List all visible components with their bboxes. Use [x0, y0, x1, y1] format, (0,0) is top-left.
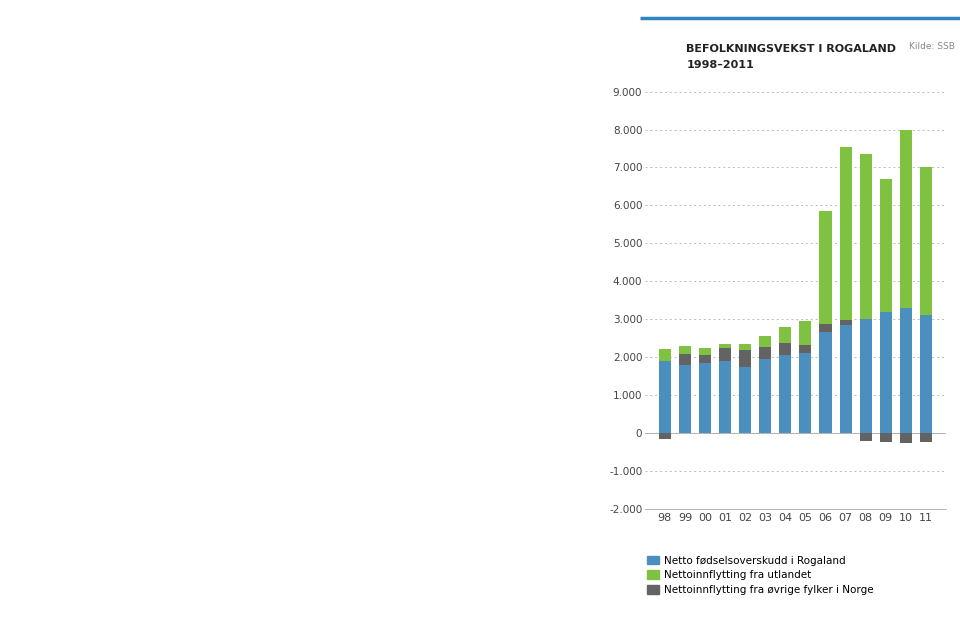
- Bar: [900, 130, 912, 308]
- Bar: [659, 349, 671, 361]
- Bar: [859, 433, 872, 441]
- Bar: [900, 433, 912, 443]
- Bar: [759, 359, 771, 433]
- Bar: [679, 365, 691, 433]
- Bar: [739, 344, 751, 367]
- Bar: [920, 167, 932, 315]
- Bar: [879, 179, 892, 312]
- Bar: [719, 361, 732, 433]
- Text: Kilde: SSB: Kilde: SSB: [909, 42, 955, 51]
- Bar: [759, 347, 771, 359]
- Bar: [719, 344, 732, 361]
- Bar: [820, 211, 831, 332]
- Bar: [739, 367, 751, 433]
- Bar: [900, 308, 912, 433]
- Bar: [780, 327, 791, 355]
- Bar: [879, 312, 892, 433]
- Bar: [879, 433, 892, 442]
- Bar: [759, 336, 771, 359]
- Bar: [659, 361, 671, 433]
- Bar: [739, 350, 751, 367]
- Bar: [859, 154, 872, 319]
- Bar: [920, 315, 932, 433]
- Bar: [800, 353, 811, 433]
- Bar: [920, 433, 932, 442]
- Bar: [840, 320, 852, 325]
- Bar: [780, 343, 791, 355]
- Bar: [840, 325, 852, 433]
- Bar: [800, 321, 811, 353]
- Legend: Netto fødselsoverskudd i Rogaland, Nettoinnflytting fra utlandet, Nettoinnflytti: Netto fødselsoverskudd i Rogaland, Netto…: [647, 556, 874, 595]
- Text: 12: 12: [652, 58, 669, 71]
- Bar: [699, 348, 711, 363]
- Bar: [699, 363, 711, 433]
- Bar: [859, 319, 872, 433]
- Bar: [780, 355, 791, 433]
- Bar: [679, 354, 691, 365]
- Bar: [699, 355, 711, 363]
- Bar: [840, 147, 852, 325]
- Bar: [679, 346, 691, 365]
- Text: FIGUR: FIGUR: [651, 46, 670, 51]
- Text: 1998–2011: 1998–2011: [686, 60, 755, 70]
- Text: BEFOLKNINGSVEKST I ROGALAND: BEFOLKNINGSVEKST I ROGALAND: [686, 44, 897, 54]
- Bar: [800, 344, 811, 353]
- Bar: [719, 348, 732, 361]
- Bar: [659, 433, 671, 439]
- Bar: [820, 324, 831, 332]
- Bar: [820, 332, 831, 433]
